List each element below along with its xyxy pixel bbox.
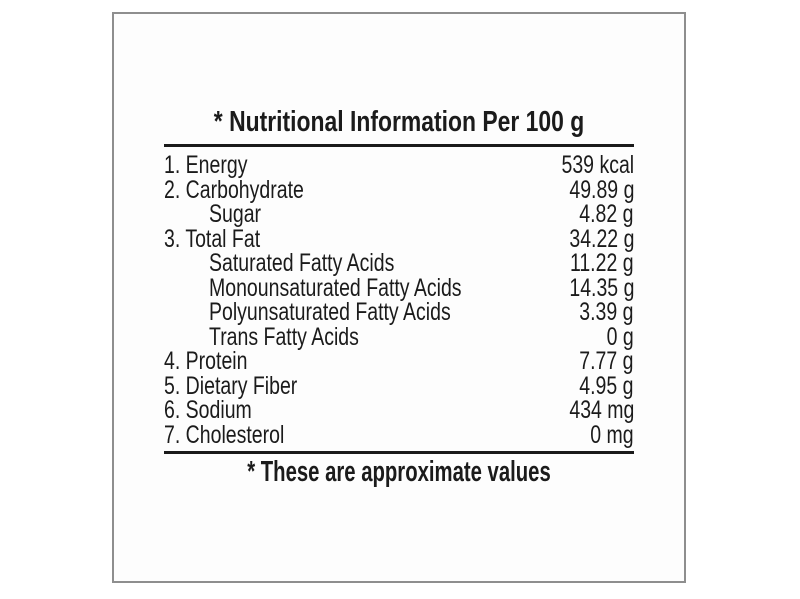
title-divider (164, 144, 634, 147)
nutrition-title: * Nutritional Information Per 100 g (213, 106, 585, 138)
nutrition-row: Saturated Fatty Acids 11.22 g (164, 251, 634, 276)
nutrient-name: 7. Cholesterol (164, 420, 285, 449)
nutrient-name: Sugar (209, 200, 262, 228)
nutrition-row: 6. Sodium 434 mg (164, 398, 634, 423)
nutrient-value: 4.82 g (579, 200, 634, 228)
approximate-values-note: * These are approximate values (247, 456, 551, 488)
nutrition-row: Monounsaturated Fatty Acids 14.35 g (164, 273, 634, 302)
nutrient-name: Trans Fatty Acids (209, 322, 359, 351)
nutrition-row: 5. Dietary Fiber 4.95 g (164, 371, 634, 400)
nutrition-label-content: * Nutritional Information Per 100 g 1. E… (164, 14, 634, 489)
nutrient-value: 34.22 g (568, 224, 634, 253)
nutrient-name: Saturated Fatty Acids (209, 249, 395, 277)
nutrient-value: 14.35 g (568, 273, 634, 302)
nutrition-row: Sugar 4.82 g (164, 202, 634, 227)
nutrient-name: Monounsaturated Fatty Acids (209, 273, 462, 302)
nutrient-name: 5. Dietary Fiber (164, 371, 298, 400)
nutrient-name: 6. Sodium (164, 396, 252, 424)
nutrient-name: 4. Protein (164, 347, 248, 375)
nutrient-value: 0 g (606, 322, 634, 351)
nutrition-row: Trans Fatty Acids 0 g (164, 322, 634, 351)
nutrient-name: 1. Energy (164, 151, 248, 179)
nutrition-row: 2. Carbohydrate 49.89 g (164, 175, 634, 204)
nutrient-value: 539 kcal (561, 151, 634, 179)
nutrient-name: Polyunsaturated Fatty Acids (209, 298, 451, 326)
nutrient-value: 4.95 g (579, 371, 634, 400)
footer-divider (164, 451, 634, 454)
nutrient-value: 11.22 g (570, 249, 634, 277)
nutrient-value: 434 mg (568, 396, 634, 424)
nutrition-row: Polyunsaturated Fatty Acids 3.39 g (164, 300, 634, 325)
nutrition-row: 1. Energy 539 kcal (164, 153, 634, 178)
nutrient-name: 3. Total Fat (164, 224, 261, 253)
nutrient-value: 49.89 g (568, 175, 634, 204)
nutrient-value: 0 mg (590, 420, 634, 449)
nutrition-row: 4. Protein 7.77 g (164, 349, 634, 374)
nutrition-label-card: * Nutritional Information Per 100 g 1. E… (112, 12, 686, 583)
nutrient-value: 7.77 g (579, 347, 634, 375)
nutrient-name: 2. Carbohydrate (164, 175, 304, 204)
nutrition-row: 7. Cholesterol 0 mg (164, 420, 634, 449)
nutrition-row: 3. Total Fat 34.22 g (164, 224, 634, 253)
nutrient-value: 3.39 g (579, 298, 634, 326)
